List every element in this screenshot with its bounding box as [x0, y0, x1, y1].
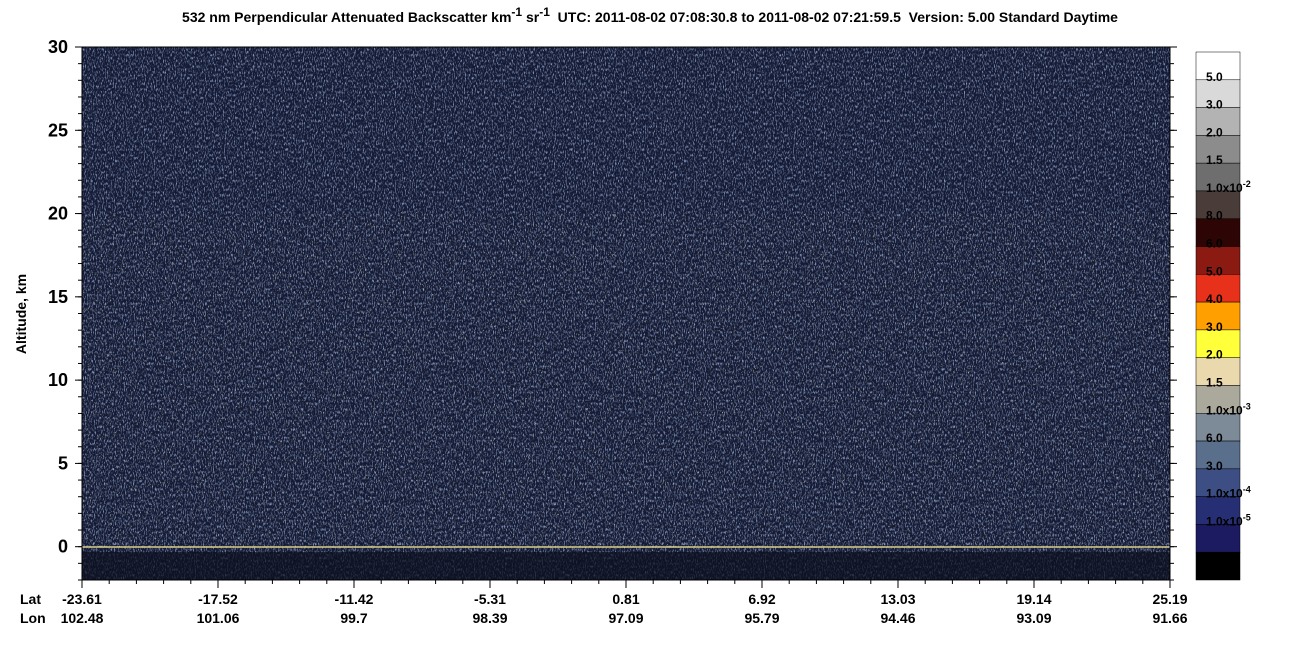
- x-tick-label: -23.61: [62, 591, 102, 607]
- colorbar-label-text: 1.5: [1206, 153, 1223, 167]
- colorbar-label: 2.0: [1206, 348, 1223, 362]
- colorbar-label-text: 6.0: [1206, 431, 1223, 445]
- x-tick-label: 98.39: [472, 610, 507, 626]
- colorbar-swatch: [1195, 135, 1241, 164]
- colorbar-swatch: [1195, 468, 1241, 497]
- colorbar-label-text: 1.0x10: [1206, 403, 1243, 417]
- colorbar-label: 1.0x10-5: [1206, 512, 1251, 528]
- colorbar-swatch: [1195, 357, 1241, 386]
- colorbar-label-text: 8.0: [1206, 209, 1223, 223]
- y-tick-label: 15: [48, 287, 68, 307]
- colorbar-label-text: 1.5: [1206, 375, 1223, 389]
- colorbar-swatch: [1195, 440, 1241, 470]
- y-tick-label: 20: [48, 204, 68, 224]
- colorbar-label-exponent: -2: [1243, 179, 1251, 189]
- colorbar-swatch: [1195, 551, 1241, 581]
- y-tick-label: 10: [48, 370, 68, 390]
- colorbar-label-text: 2.0: [1206, 348, 1223, 362]
- colorbar-label: 5.0: [1206, 70, 1223, 84]
- x-tick-label: -17.52: [198, 591, 238, 607]
- curtain-signal: [82, 212, 1170, 552]
- colorbar-swatch: [1195, 51, 1241, 81]
- colorbar-label-text: 6.0: [1206, 237, 1223, 251]
- x-row-label: Lon: [20, 610, 46, 626]
- y-tick-label: 25: [48, 120, 68, 140]
- y-axis-label: Altitude, km: [13, 274, 29, 354]
- colorbar-swatch: [1195, 524, 1241, 553]
- colorbar-swatch: [1195, 329, 1241, 358]
- x-tick-label: 99.7: [340, 610, 367, 626]
- x-tick-label: 97.09: [608, 610, 643, 626]
- below-surface: [82, 552, 1170, 580]
- x-tick-label: 102.48: [61, 610, 104, 626]
- colorbar-label: 1.0x10-2: [1206, 179, 1251, 195]
- colorbar-label-text: 5.0: [1206, 70, 1223, 84]
- x-tick-label: 101.06: [197, 610, 240, 626]
- chart-title: 532 nm Perpendicular Attenuated Backscat…: [182, 5, 1118, 25]
- colorbar-label-text: 1.0x10: [1206, 514, 1243, 528]
- colorbar-label-exponent: -3: [1243, 401, 1251, 411]
- x-tick-label: 93.09: [1016, 610, 1051, 626]
- colorbar-label: 1.5: [1206, 375, 1223, 389]
- x-tick-label: 0.81: [612, 591, 639, 607]
- colorbar-label: 3.0: [1206, 98, 1223, 112]
- colorbar-label: 5.0: [1206, 264, 1223, 278]
- y-tick-label: 0: [58, 537, 68, 557]
- colorbar-label-text: 4.0: [1206, 292, 1223, 306]
- x-tick-label: 91.66: [1152, 610, 1187, 626]
- colorbar-label: 6.0: [1206, 431, 1223, 445]
- colorbar-swatch: [1195, 246, 1241, 275]
- colorbar-swatch: [1195, 218, 1241, 247]
- colorbar-label: 3.0: [1206, 459, 1223, 473]
- colorbar-label-exponent: -5: [1243, 512, 1251, 522]
- colorbar-swatch: [1195, 190, 1241, 219]
- colorbar-label-text: 5.0: [1206, 264, 1223, 278]
- colorbar-label: 2.0: [1206, 125, 1223, 139]
- x-row-label: Lat: [20, 591, 41, 607]
- x-tick-label: -5.31: [474, 591, 506, 607]
- y-tick-label: 30: [48, 37, 68, 57]
- colorbar-label-text: 1.0x10: [1206, 181, 1243, 195]
- colorbar-label-text: 3.0: [1206, 320, 1223, 334]
- colorbar-swatch: [1195, 496, 1241, 525]
- colorbar-label-exponent: -4: [1243, 485, 1251, 495]
- x-tick-label: 13.03: [880, 591, 915, 607]
- colorbar-label-text: 3.0: [1206, 98, 1223, 112]
- colorbar-label: 1.5: [1206, 153, 1223, 167]
- x-tick-label: 94.46: [880, 610, 915, 626]
- colorbar-label: 6.0: [1206, 237, 1223, 251]
- colorbar-label-text: 1.0x10: [1206, 487, 1243, 501]
- colorbar-label: 8.0: [1206, 209, 1223, 223]
- x-tick-label: 6.92: [748, 591, 775, 607]
- y-tick-label: 5: [58, 453, 68, 473]
- x-tick-label: 95.79: [744, 610, 779, 626]
- x-tick-label: 25.19: [1152, 591, 1187, 607]
- colorbar-label: 1.0x10-4: [1206, 485, 1251, 501]
- plot-area: [81, 46, 1171, 581]
- colorbar-label: 3.0: [1206, 320, 1223, 334]
- colorbar-label-text: 3.0: [1206, 459, 1223, 473]
- colorbar-swatch: [1195, 162, 1241, 192]
- x-tick-label: -11.42: [335, 591, 374, 607]
- colorbar-swatch: [1195, 301, 1241, 331]
- colorbar-label-text: 2.0: [1206, 125, 1223, 139]
- colorbar-label: 4.0: [1206, 292, 1223, 306]
- colorbar-label: 1.0x10-3: [1206, 401, 1251, 417]
- x-tick-label: 19.14: [1016, 591, 1051, 607]
